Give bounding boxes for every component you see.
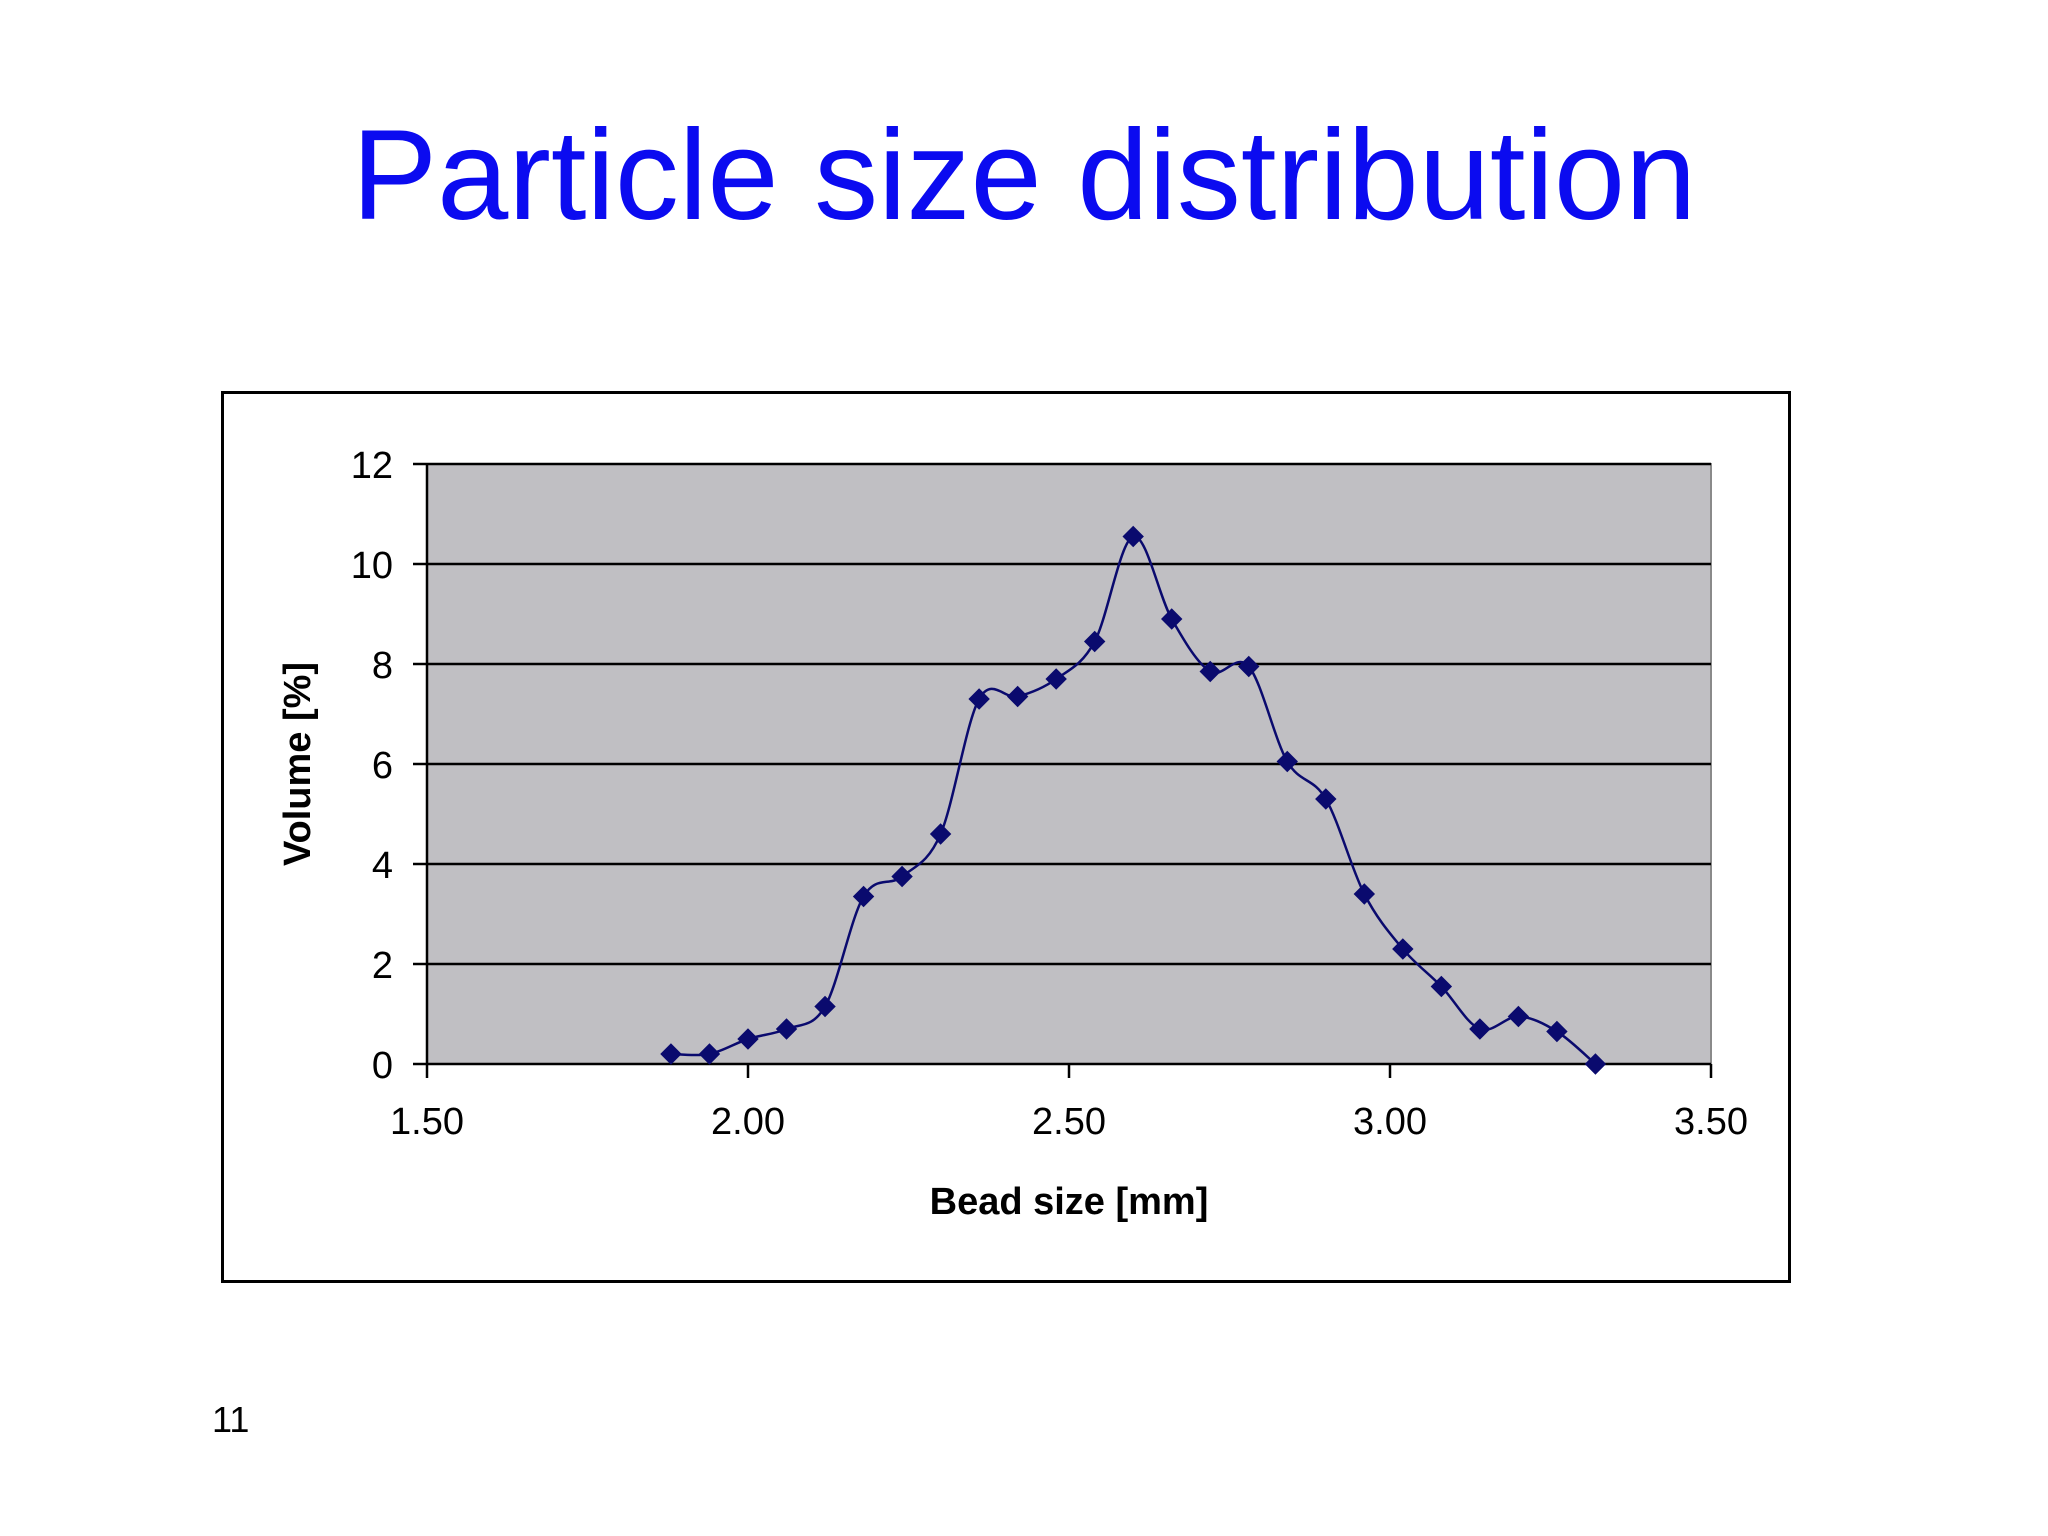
x-tick-label: 1.50: [390, 1101, 464, 1143]
data-point: [1546, 1020, 1568, 1043]
data-point: [775, 1018, 798, 1040]
data-point: [1161, 608, 1183, 630]
data-point: [1006, 685, 1029, 708]
y-tick-label: 6: [372, 745, 393, 787]
y-tick-label: 8: [372, 645, 393, 687]
data-point: [1238, 655, 1260, 678]
data-point: [1469, 1018, 1491, 1040]
data-point: [1584, 1053, 1607, 1075]
data-point: [1353, 883, 1376, 905]
y-tick-label: 2: [372, 945, 393, 987]
x-tick-label: 2.50: [1032, 1101, 1106, 1143]
y-tick-label: 0: [372, 1045, 393, 1087]
data-point: [1276, 750, 1298, 773]
x-axis-label: Bead size [mm]: [930, 1181, 1209, 1223]
data-point: [1199, 660, 1221, 683]
x-tick-label: 3.50: [1674, 1101, 1748, 1143]
data-point: [1315, 788, 1337, 810]
y-tick-label: 4: [372, 845, 393, 887]
y-axis-label: Volume [%]: [277, 662, 319, 866]
x-tick-label: 3.00: [1353, 1101, 1427, 1143]
data-point: [929, 823, 952, 845]
data-point: [1045, 668, 1067, 690]
data-point: [698, 1043, 721, 1065]
slide-title: Particle size distribution: [351, 104, 1697, 247]
x-tick-label: 2.00: [711, 1101, 785, 1143]
data-point: [1122, 525, 1144, 548]
data-point: [1392, 938, 1414, 960]
data-point: [660, 1043, 682, 1065]
data-point: [891, 865, 913, 888]
y-tick-label: 12: [351, 445, 393, 487]
data-point: [968, 688, 990, 710]
data-point: [814, 995, 836, 1018]
y-tick-label: 10: [351, 545, 393, 587]
page-number: 11: [212, 1399, 250, 1440]
data-point: [1083, 630, 1106, 653]
data-point: [1430, 975, 1453, 998]
data-point: [852, 885, 875, 908]
data-point: [737, 1028, 759, 1050]
data-point: [1507, 1005, 1530, 1028]
